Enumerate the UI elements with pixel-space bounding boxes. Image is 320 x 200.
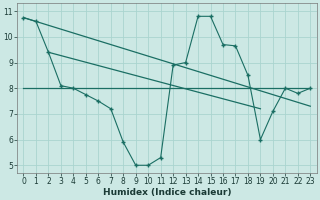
X-axis label: Humidex (Indice chaleur): Humidex (Indice chaleur) [103, 188, 231, 197]
